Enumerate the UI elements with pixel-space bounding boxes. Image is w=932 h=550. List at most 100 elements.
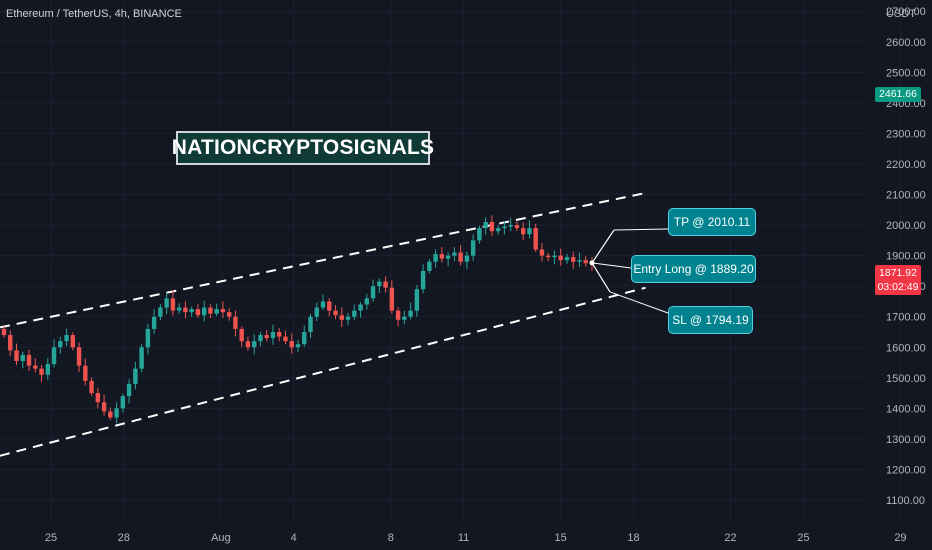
entry-callout[interactable]: Entry Long @ 1889.20 [631, 255, 756, 283]
trade-arrows[interactable] [589, 228, 669, 314]
candle-body [201, 307, 207, 316]
candle-body [183, 307, 188, 313]
candle-body [520, 228, 526, 235]
take-profit-arrow [591, 229, 615, 264]
high-price-tag: 2461.66 [875, 87, 921, 102]
candle-body [89, 380, 94, 394]
candle-body [358, 304, 363, 311]
candle-body [495, 228, 501, 232]
price-tick-label: 1300.00 [886, 434, 926, 446]
candle-body [402, 316, 407, 320]
price-tick-label: 2200.00 [886, 159, 926, 171]
candle-body [320, 301, 326, 308]
candle-body [45, 364, 50, 375]
candle-body [139, 347, 144, 369]
currency-label: USDT [886, 8, 916, 20]
candle-body [145, 328, 151, 348]
candle-body [108, 411, 113, 418]
stop-loss-callout[interactable]: SL @ 1794.19 [668, 306, 753, 334]
candle-body [302, 331, 307, 345]
candle-body [389, 287, 395, 311]
price-tick-label: 2700.00 [886, 6, 926, 18]
candle-body [483, 222, 488, 229]
time-axis[interactable]: 25 28 Aug 4 8 11 15 18 22 25 29 [45, 532, 907, 544]
time-tick-label: 15 [555, 532, 567, 544]
candle-body [26, 354, 32, 366]
candle-body [508, 225, 513, 227]
high-price-value: 2461.66 [879, 88, 917, 100]
candle-body [1, 328, 7, 336]
candle-body [101, 402, 107, 412]
time-tick-label: 4 [291, 532, 297, 544]
candle-body [364, 298, 370, 305]
candle-body [546, 255, 551, 258]
candlestick-series [1, 215, 595, 424]
symbol-title: Ethereum / TetherUS, 4h, BINANCE [6, 8, 182, 20]
stop-loss-arrow [591, 262, 611, 293]
candle-body [370, 286, 376, 299]
candle-body [327, 301, 332, 311]
candle-body [95, 393, 101, 403]
candle-body [527, 228, 532, 235]
take-profit-callout[interactable]: TP @ 2010.11 [668, 208, 756, 236]
candle-body [170, 298, 176, 311]
candle-body [233, 316, 238, 329]
candle-body [514, 225, 520, 229]
candle-body [70, 335, 76, 348]
candle-body [239, 328, 244, 342]
candle-body [176, 307, 182, 311]
candle-body [439, 254, 445, 259]
current-price-value: 1871.92 [879, 267, 917, 279]
price-tick-label: 1100.00 [886, 495, 925, 507]
candle-body [158, 307, 163, 317]
price-tick-label: 2000.00 [886, 220, 926, 232]
price-tick-label: 1500.00 [886, 373, 926, 385]
candle-body [345, 316, 351, 320]
candle-body [252, 341, 257, 348]
candle-body [208, 307, 213, 314]
candle-body [383, 281, 388, 288]
candle-body [245, 341, 251, 348]
price-tick-label: 2100.00 [886, 190, 926, 202]
candle-body [270, 331, 276, 339]
candle-body [220, 309, 226, 313]
candle-body [164, 298, 169, 308]
price-tick-label: 1900.00 [886, 251, 926, 263]
price-tick-label: 2600.00 [886, 37, 926, 49]
candle-body [58, 341, 63, 348]
candle-body [14, 350, 19, 362]
candle-body [33, 365, 38, 369]
candle-body [314, 307, 319, 317]
candle-body [120, 396, 126, 409]
price-tick-label: 2300.00 [886, 128, 926, 140]
candle-body [445, 255, 451, 259]
candle-body [470, 240, 476, 256]
entry-connector [591, 262, 632, 269]
time-tick-label: 11 [458, 532, 469, 544]
price-tick-label: 1200.00 [886, 464, 926, 476]
candle-body [226, 312, 232, 317]
time-tick-label: 8 [388, 532, 394, 544]
time-tick-label: Aug [211, 532, 231, 544]
candle-body [408, 310, 413, 317]
candle-body [352, 310, 357, 317]
time-tick-label: 22 [724, 532, 736, 544]
bar-countdown: 03:02:49 [877, 281, 919, 293]
trend-channel[interactable] [0, 192, 646, 457]
candle-body [339, 315, 344, 320]
candle-body [133, 368, 138, 384]
candle-body [333, 310, 338, 316]
candle-body [533, 228, 538, 250]
candle-body [283, 336, 288, 342]
candle-body [433, 254, 438, 262]
candle-body [308, 316, 313, 332]
candle-body [427, 261, 432, 271]
candle-body [558, 255, 563, 261]
time-tick-label: 29 [894, 532, 906, 544]
candle-body [395, 310, 401, 320]
candle-body [39, 368, 44, 375]
candle-body [295, 344, 301, 348]
stop-loss-arrow-connector [609, 291, 669, 314]
candle-body [126, 383, 132, 397]
